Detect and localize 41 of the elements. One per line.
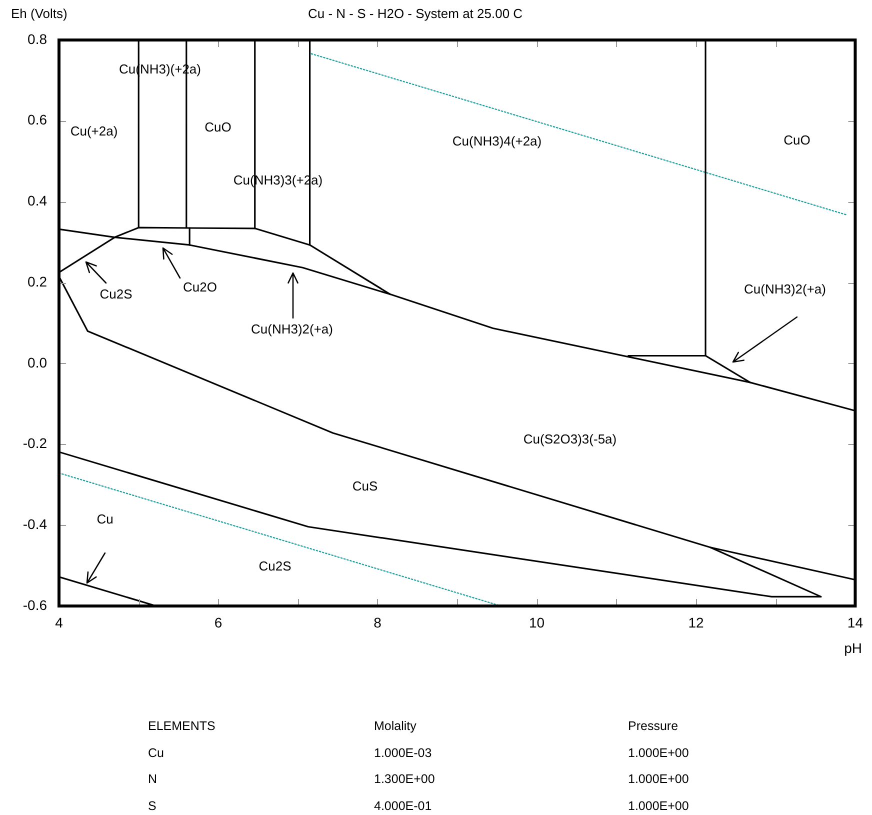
text: ELEMENTS (148, 719, 216, 734)
annotation: Cu2S (258, 558, 292, 574)
text: S (148, 798, 158, 813)
x-tick-label: 12 (688, 614, 704, 630)
text: Pressure (628, 719, 680, 734)
x-tick-label: 4 (55, 614, 64, 630)
annotation: Cu(NH3)2(+a) (744, 282, 826, 297)
y-tick-label: 0.8 (28, 30, 48, 47)
y-tick-label: -0.4 (22, 516, 48, 532)
text: 1.000E+00 (628, 798, 690, 813)
y-tick-label: -0.6 (22, 596, 48, 613)
annotation: Cu(+2a) (70, 124, 118, 139)
chart-title: Cu - N - S - H2O - System at 25.00 C (308, 6, 523, 22)
text: 1.000E+00 (628, 772, 690, 786)
annotation: Cu(NH3)2(+a) (251, 322, 333, 337)
x-axis-title: pH (844, 640, 862, 656)
annotation: Cu(S2O3)3(-5a) (523, 432, 617, 447)
annotation: CuO (784, 132, 810, 148)
text: N (148, 772, 158, 786)
annotation: CuS (352, 478, 378, 494)
annotation: CuO (204, 120, 232, 135)
text: Molality (374, 719, 418, 734)
annotation: Cu (96, 512, 114, 527)
text: Cu (148, 746, 165, 760)
text: 1.000E+00 (628, 746, 690, 760)
annotation: Cu(NH3)4(+2a) (452, 134, 542, 149)
annotation: Cu2O (183, 280, 217, 295)
x-tick-label: 6 (214, 614, 222, 630)
x-tick-label: 8 (374, 614, 382, 630)
annotation: Cu2S (100, 286, 133, 302)
y-tick-label: 0.4 (28, 192, 48, 209)
y-tick-label: 0.2 (28, 273, 48, 290)
x-tick-label: 14 (847, 614, 864, 630)
y-tick-label: -0.2 (22, 435, 48, 452)
text: 1.000E-03 (374, 746, 433, 760)
text: 1.300E+00 (374, 772, 436, 786)
text: 4.000E-01 (374, 798, 433, 813)
y-tick-label: 0.6 (28, 112, 48, 128)
y-tick-label: 0.0 (28, 354, 48, 370)
y-axis-title: Eh (Volts) (11, 6, 68, 22)
x-tick-label: 10 (528, 614, 545, 630)
